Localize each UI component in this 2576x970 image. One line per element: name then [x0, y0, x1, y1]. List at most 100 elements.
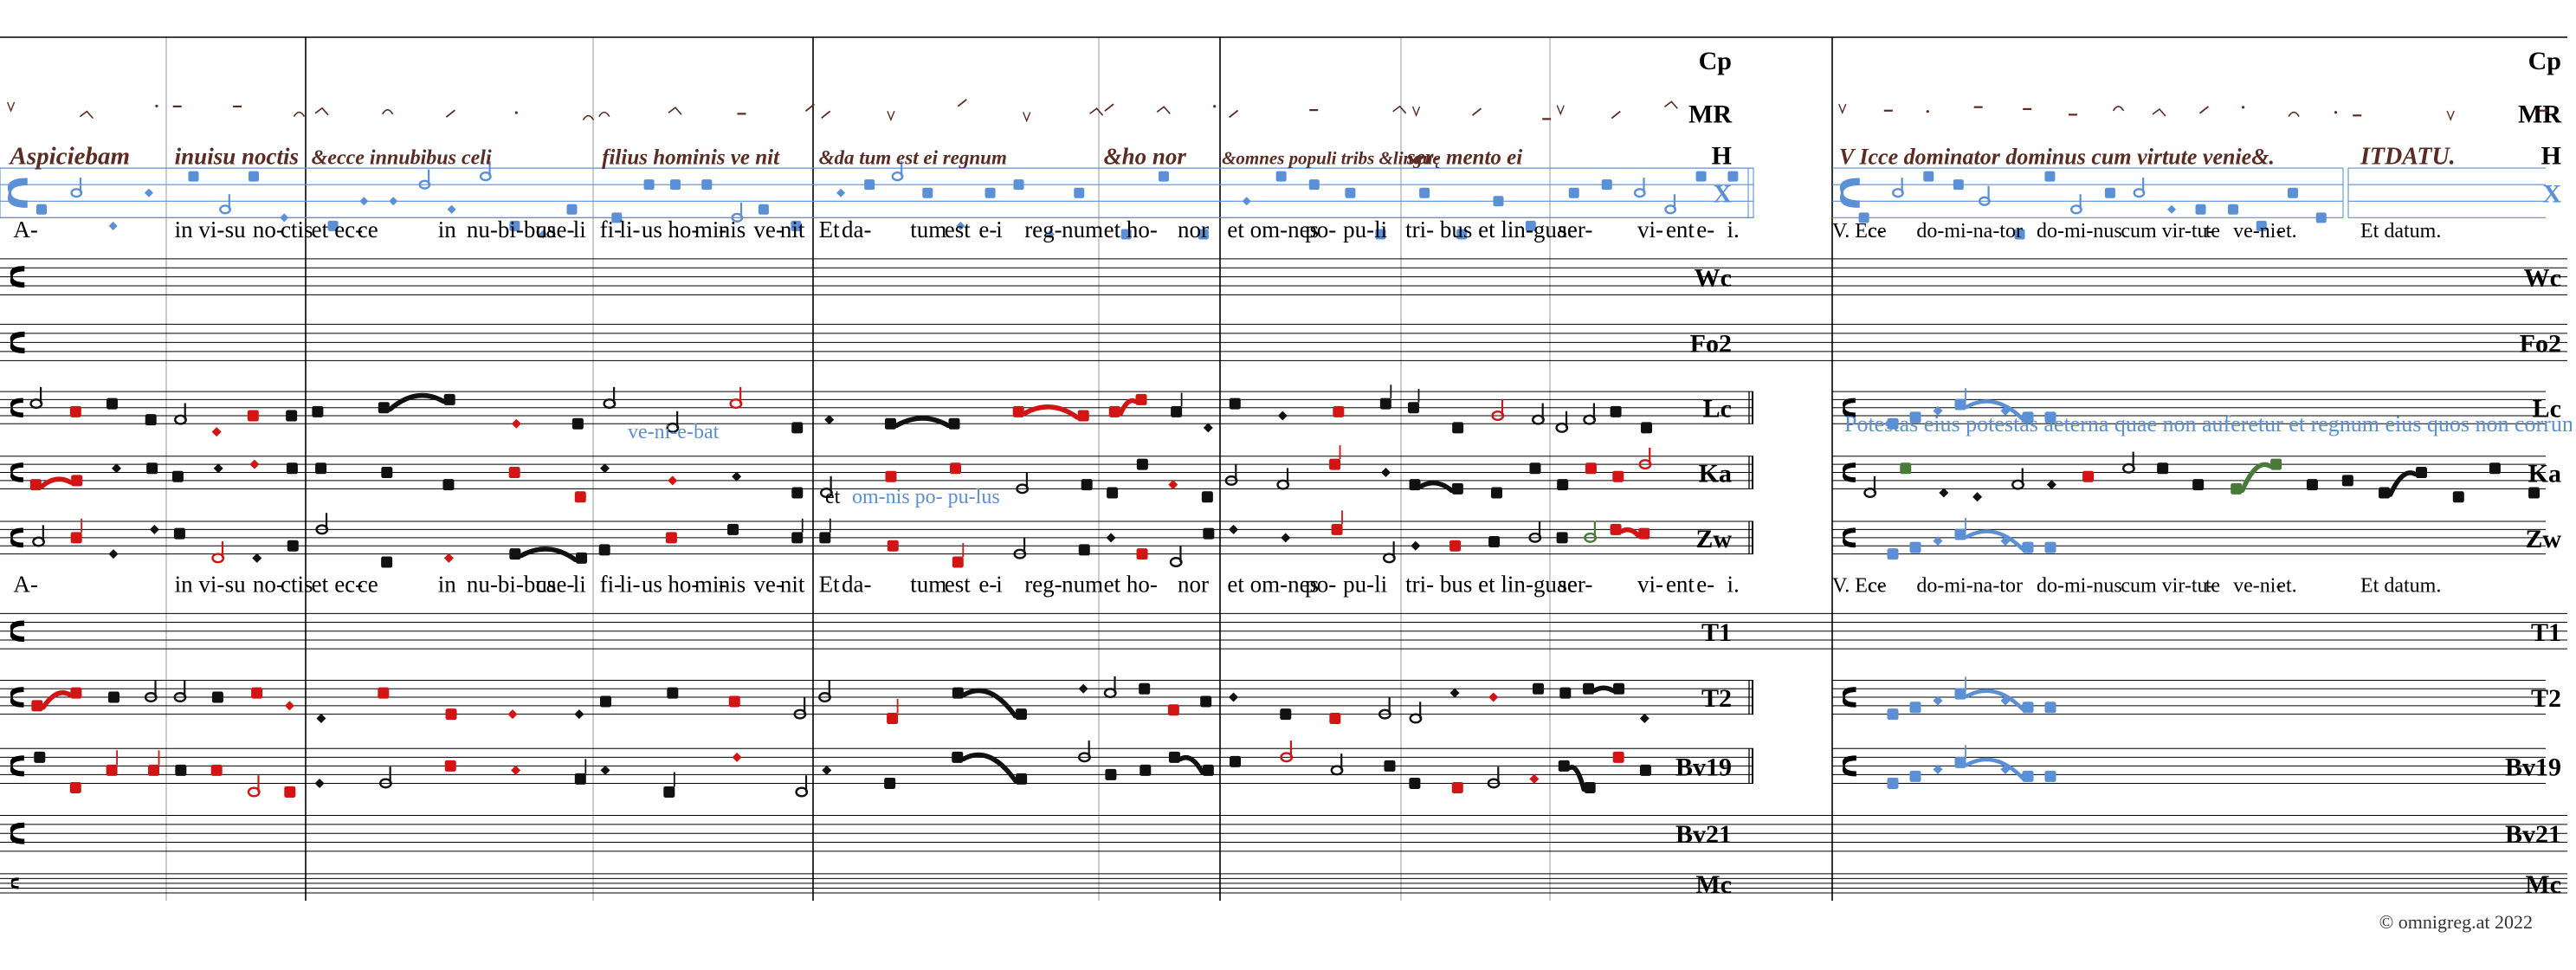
svg-text:no-: no-: [253, 217, 284, 242]
svg-text:&da tum est ei regnum: &da tum est ei regnum: [819, 147, 1007, 169]
svg-text:ve-: ve-: [753, 217, 783, 242]
svg-text:do-mi-na-tor: do-mi-na-tor: [1916, 220, 2023, 242]
svg-text:reg-: reg-: [1024, 572, 1062, 598]
svg-text:Potestas eius potestas aeterna: Potestas eius potestas aeterna quae non …: [1844, 411, 2576, 436]
svg-text:ve-ni-: ve-ni-: [2233, 220, 2282, 242]
svg-text:A-: A-: [13, 217, 38, 242]
svg-text:i: i: [996, 217, 1003, 242]
svg-text:fi-: fi-: [600, 572, 622, 598]
svg-text:Zw: Zw: [2525, 525, 2561, 553]
svg-text:et: et: [312, 572, 329, 598]
svg-text:do-mi-na-tor: do-mi-na-tor: [1916, 575, 2023, 598]
svg-text:in vi-: in vi-: [175, 572, 225, 598]
svg-text:ent: ent: [1666, 217, 1695, 242]
svg-text:tri- bus et lin-guae: tri- bus et lin-guae: [1405, 572, 1578, 598]
svg-text:no-: no-: [253, 572, 284, 598]
svg-text:te: te: [2205, 220, 2220, 242]
svg-text:ce: ce: [1868, 575, 1886, 598]
svg-text:Et datum.: Et datum.: [2360, 575, 2441, 598]
svg-text:et ho-: et ho-: [1104, 572, 1158, 598]
svg-text:ce: ce: [1868, 220, 1886, 242]
svg-text:nor: nor: [1178, 217, 1209, 242]
svg-text:fi-: fi-: [600, 217, 622, 242]
svg-text:nis: nis: [719, 217, 746, 242]
svg-text:ser-: ser-: [1558, 217, 1592, 242]
svg-text:Mc: Mc: [2525, 870, 2561, 899]
svg-text:pu-li: pu-li: [1343, 217, 1387, 242]
svg-text:in: in: [438, 217, 457, 242]
svg-text:po-: po-: [1305, 572, 1336, 598]
svg-text:do-mi-nus: do-mi-nus: [2037, 575, 2122, 598]
svg-text:te: te: [2205, 575, 2220, 598]
svg-text:e-: e-: [978, 217, 997, 242]
svg-text:i: i: [996, 572, 1003, 598]
svg-text:Cp: Cp: [2528, 47, 2561, 75]
svg-text:nit: nit: [780, 572, 805, 598]
svg-text:e-: e-: [1696, 217, 1714, 242]
svg-text:tri- bus et lin-guae: tri- bus et lin-guae: [1405, 217, 1578, 242]
svg-text:Zw: Zw: [1695, 525, 1732, 553]
svg-text:A-: A-: [13, 572, 38, 598]
svg-text:nis: nis: [719, 572, 746, 598]
svg-text:i.: i.: [1727, 217, 1739, 242]
svg-text:da-: da-: [842, 572, 871, 598]
svg-text:H: H: [2541, 142, 2561, 171]
svg-text:cae-: cae-: [536, 572, 575, 598]
svg-text:ve-ni-: ve-ni-: [2233, 575, 2282, 598]
svg-text:Aspiciebam: Aspiciebam: [9, 143, 131, 171]
svg-text:est: est: [945, 572, 971, 598]
svg-text:in: in: [438, 572, 457, 598]
svg-text:et.: et.: [2276, 220, 2296, 242]
svg-text:num: num: [1062, 572, 1103, 598]
svg-text:&ecce innubibus celi: &ecce innubibus celi: [312, 147, 492, 170]
svg-text:ent: ent: [1666, 572, 1695, 598]
svg-text:li-: li-: [619, 217, 640, 242]
svg-text:et ho-: et ho-: [1104, 217, 1158, 242]
svg-text:e-: e-: [978, 572, 997, 598]
svg-text:cum vir-tu-: cum vir-tu-: [2121, 575, 2214, 598]
svg-text:&ho nor: &ho nor: [1104, 144, 1187, 170]
svg-text:li: li: [573, 217, 586, 242]
svg-text:ser-: ser-: [1558, 572, 1592, 598]
svg-text:reg-: reg-: [1024, 217, 1062, 242]
svg-text:ctis: ctis: [281, 217, 313, 242]
svg-text:da-: da-: [842, 217, 871, 242]
svg-text:tum: tum: [910, 217, 946, 242]
svg-text:V Icce dominator dominus cum: V Icce dominator dominus cum virtute ven…: [1839, 145, 2275, 170]
svg-text:i.: i.: [1727, 572, 1739, 598]
svg-text:MR: MR: [2518, 100, 2561, 128]
svg-text:pu-li: pu-li: [1343, 572, 1387, 598]
svg-text:vi-: vi-: [1637, 572, 1663, 598]
svg-text:us: us: [642, 217, 662, 242]
svg-text:ser- mento ei: ser- mento ei: [1406, 146, 1522, 170]
svg-text:© omnigreg.at 2022: © omnigreg.at 2022: [2379, 911, 2533, 933]
svg-text:ve-: ve-: [753, 572, 783, 598]
svg-text:om-nis po- pu-lus: om-nis po- pu-lus: [852, 486, 1000, 508]
svg-text:ve-ni-e-bat: ve-ni-e-bat: [628, 421, 720, 443]
svg-text:li: li: [573, 572, 586, 598]
svg-text:cae-: cae-: [536, 217, 575, 242]
svg-text:in vi-: in vi-: [175, 217, 225, 242]
svg-text:Ka: Ka: [1699, 460, 1732, 488]
svg-text:Ka: Ka: [2528, 460, 2561, 488]
svg-text:vi-: vi-: [1637, 217, 1663, 242]
svg-text:MR: MR: [1688, 100, 1732, 128]
svg-text:num: num: [1062, 217, 1103, 242]
svg-text:Et: Et: [819, 217, 840, 242]
svg-text:ITDATU.: ITDATU.: [2360, 144, 2456, 171]
svg-text:tum: tum: [910, 572, 946, 598]
svg-text:et: et: [825, 486, 841, 508]
svg-text:et: et: [312, 217, 329, 242]
svg-text:et.: et.: [2276, 575, 2296, 598]
svg-text:Mc: Mc: [1695, 870, 1732, 899]
svg-text:filius hominis ve nit: filius hominis ve nit: [602, 146, 780, 170]
svg-text:H: H: [1712, 142, 1732, 171]
svg-text:nor: nor: [1178, 572, 1209, 598]
svg-text:Et: Et: [819, 572, 840, 598]
svg-text:inuisu noctis: inuisu noctis: [175, 144, 299, 170]
svg-text:e-: e-: [1696, 572, 1714, 598]
svg-text:us: us: [642, 572, 662, 598]
svg-text:est: est: [945, 217, 971, 242]
svg-text:nit: nit: [780, 217, 805, 242]
svg-text:Lc: Lc: [1703, 395, 1732, 424]
